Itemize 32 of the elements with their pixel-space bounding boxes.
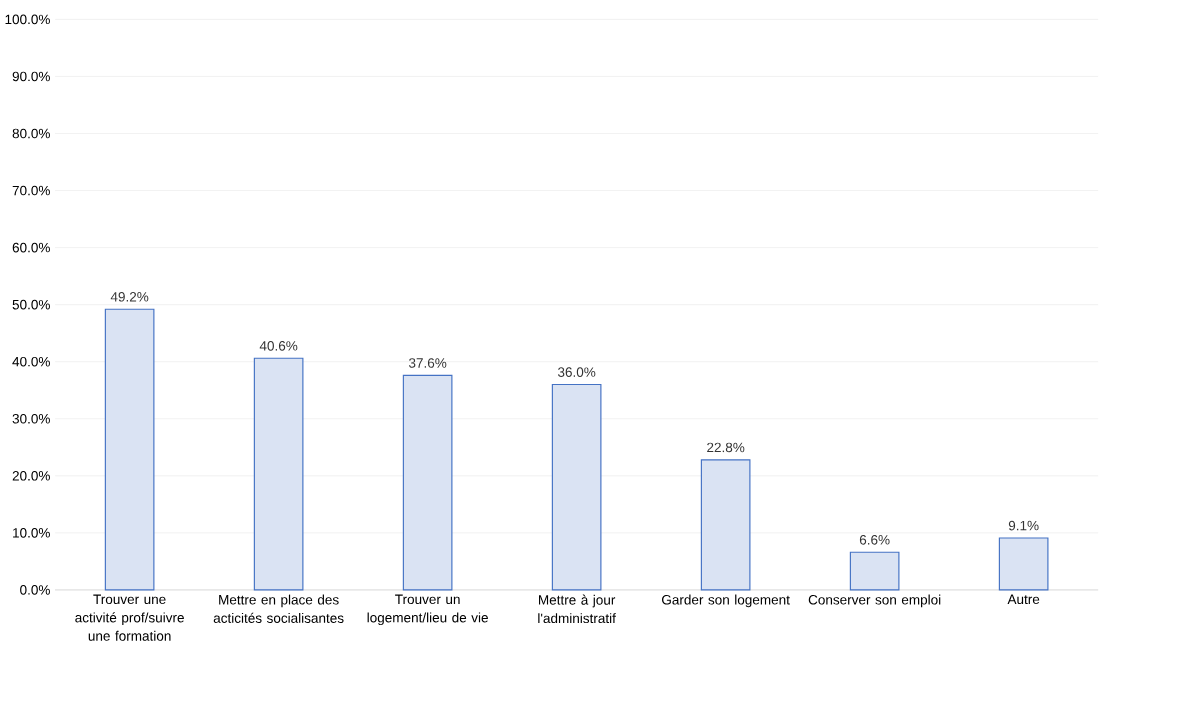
bar — [253, 357, 304, 591]
bar — [551, 383, 602, 591]
y-tick-label: 60.0% — [12, 242, 50, 253]
y-tick-label: 80.0% — [12, 128, 50, 139]
x-tick-label: Garder son logement — [662, 594, 790, 608]
bar — [402, 374, 453, 591]
bar — [104, 308, 155, 591]
data-label: 9.1% — [1008, 520, 1039, 531]
bar — [849, 551, 900, 591]
data-label: 40.6% — [259, 341, 298, 351]
x-tick-label: Mettre en place des acticités socialisantes — [213, 594, 344, 623]
y-tick-label: 0.0% — [20, 585, 50, 595]
bar — [700, 459, 751, 591]
bar — [998, 537, 1049, 591]
x-tick-label: Trouver une activité prof/suivre une formation — [75, 594, 184, 641]
y-tick-label: 30.0% — [12, 413, 50, 424]
data-label: 49.2% — [110, 291, 149, 302]
y-tick-label: 90.0% — [12, 71, 50, 82]
data-label: 22.8% — [707, 442, 745, 453]
y-tick-label: 100.0% — [5, 14, 50, 25]
data-label: 37.6% — [408, 358, 447, 368]
x-tick-label: Trouver un logement/lieu de vie — [367, 594, 488, 626]
y-tick-label: 70.0% — [12, 185, 50, 196]
data-label: 36.0% — [557, 367, 596, 377]
x-tick-label: Autre — [1007, 594, 1040, 605]
y-tick-label: 20.0% — [12, 470, 50, 481]
y-tick-label: 50.0% — [12, 299, 50, 310]
data-label: 6.6% — [859, 535, 890, 545]
y-tick-label: 10.0% — [13, 528, 50, 538]
x-tick-label: Conserver son emploi — [808, 594, 941, 608]
x-tick-label: Mettre à jour l'administratif — [538, 594, 616, 624]
y-tick-label: 40.0% — [12, 356, 50, 367]
